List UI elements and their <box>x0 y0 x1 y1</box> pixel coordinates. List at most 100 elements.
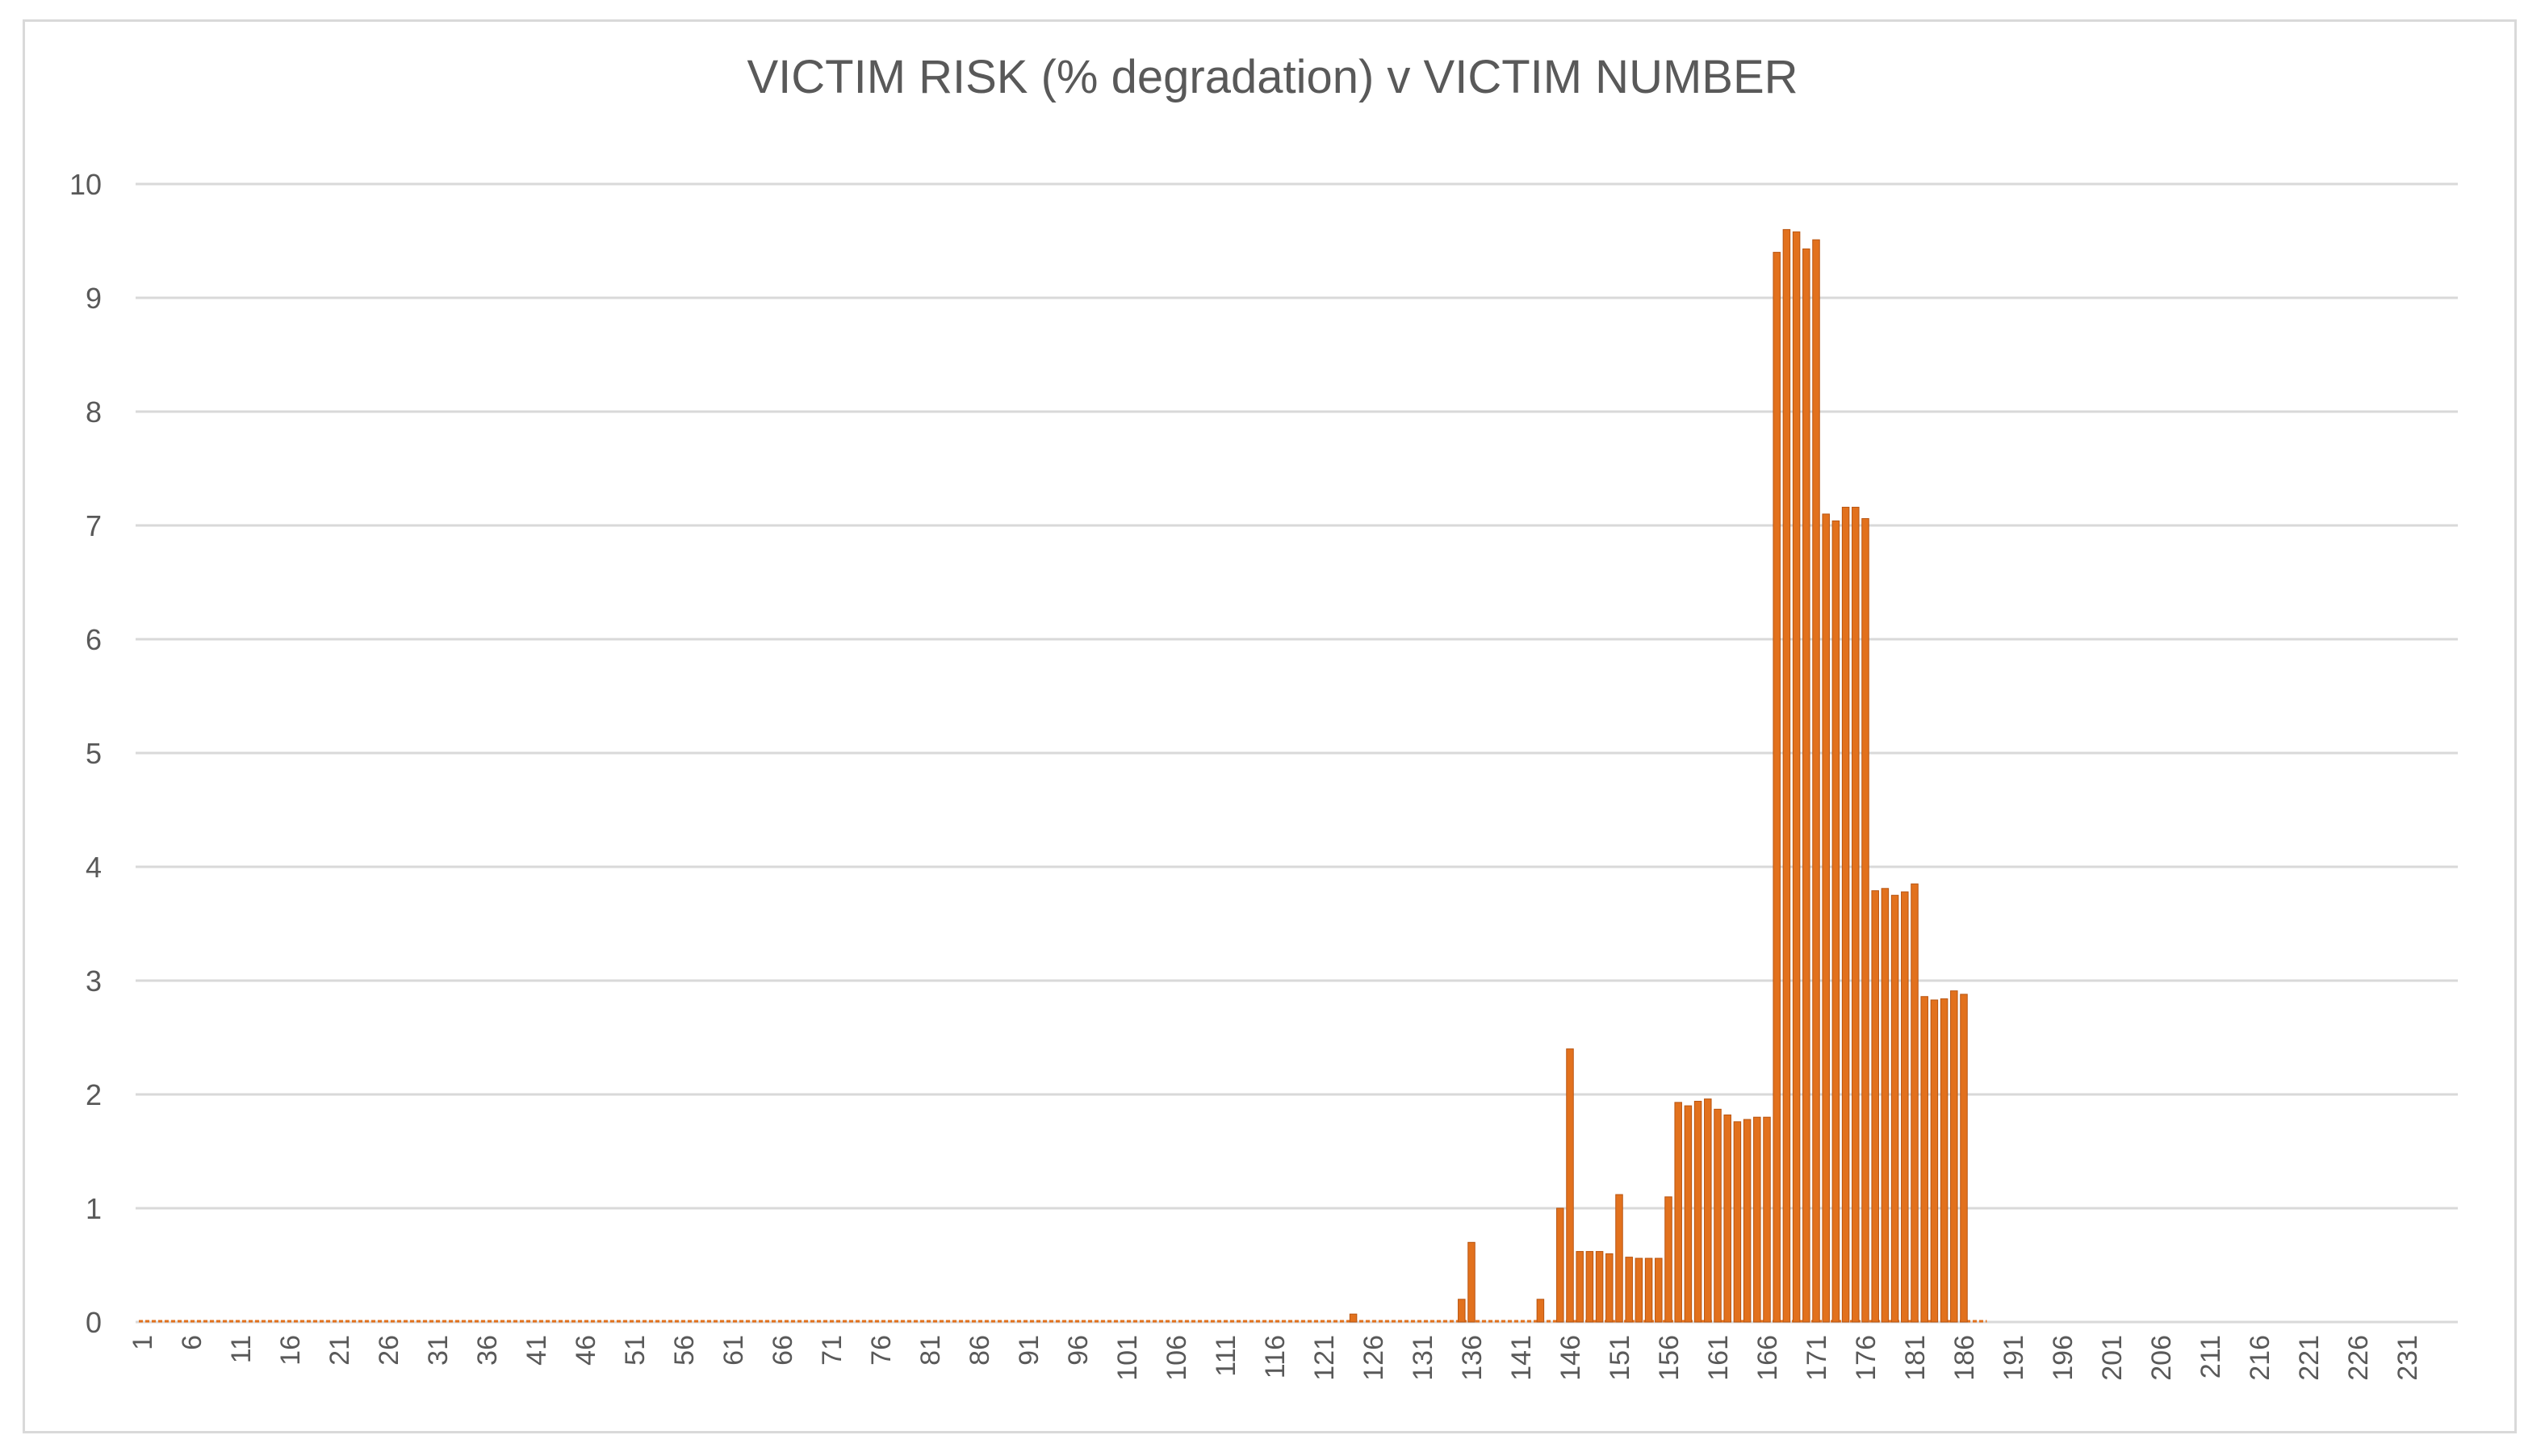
bar <box>1881 888 1890 1323</box>
bar <box>1714 1108 1722 1323</box>
chart-title: VICTIM RISK (% degradation) v VICTIM NUM… <box>747 51 1798 103</box>
x-tick-label: 16 <box>275 1335 306 1366</box>
x-tick-label: 186 <box>1949 1335 1980 1381</box>
bar <box>1684 1105 1693 1323</box>
x-tick-label: 41 <box>521 1335 552 1366</box>
x-tick-label: 21 <box>324 1335 355 1366</box>
y-tick-label: 1 <box>86 1192 102 1225</box>
bar <box>1605 1253 1614 1323</box>
bar <box>1655 1257 1663 1323</box>
y-axis-tick-labels: 0 1 2 3 4 5 6 7 8 9 10 <box>69 168 102 1339</box>
bar <box>1615 1194 1623 1323</box>
x-tick-label: 206 <box>2146 1335 2177 1381</box>
x-tick-label: 196 <box>2048 1335 2078 1381</box>
bar <box>1576 1251 1584 1323</box>
bar <box>1841 506 1850 1323</box>
x-tick-label: 146 <box>1555 1335 1586 1381</box>
bar <box>1812 239 1820 1323</box>
bar <box>1773 252 1781 1323</box>
x-tick-label: 86 <box>965 1335 995 1366</box>
bar <box>1467 1241 1476 1323</box>
y-tick-label: 10 <box>69 168 102 201</box>
x-tick-label: 101 <box>1112 1335 1143 1381</box>
y-tick-label: 2 <box>86 1078 102 1111</box>
x-tick-label: 111 <box>1211 1335 1241 1377</box>
bar <box>1792 231 1801 1323</box>
x-tick-label: 151 <box>1605 1335 1635 1381</box>
bar <box>1595 1251 1604 1323</box>
y-tick-label: 5 <box>86 737 102 770</box>
x-tick-label: 221 <box>2294 1335 2325 1381</box>
bar <box>1458 1299 1466 1323</box>
x-tick-label: 36 <box>472 1335 503 1366</box>
x-tick-label: 31 <box>423 1335 454 1366</box>
y-tick-label: 9 <box>86 282 102 315</box>
bar <box>1831 520 1840 1323</box>
x-tick-label: 81 <box>915 1335 946 1366</box>
x-tick-label: 171 <box>1802 1335 1832 1381</box>
bars <box>1349 228 1968 1323</box>
x-tick-label: 26 <box>374 1335 404 1366</box>
bar <box>1782 228 1791 1323</box>
bar <box>1960 994 1968 1323</box>
y-tick-label: 6 <box>86 623 102 656</box>
x-tick-label: 116 <box>1260 1335 1291 1379</box>
bar <box>1871 890 1879 1323</box>
x-tick-label: 76 <box>866 1335 897 1366</box>
x-tick-label: 61 <box>718 1335 749 1366</box>
bar <box>1693 1100 1702 1323</box>
bar <box>1349 1313 1358 1323</box>
x-tick-label: 141 <box>1506 1335 1537 1381</box>
x-tick-label: 91 <box>1014 1335 1044 1366</box>
bar <box>1950 990 1958 1323</box>
x-tick-label: 51 <box>620 1335 651 1366</box>
x-tick-label: 181 <box>1900 1335 1931 1381</box>
y-tick-label: 8 <box>86 395 102 429</box>
bar <box>1625 1257 1633 1323</box>
bar <box>1763 1116 1771 1323</box>
bar <box>1911 883 1919 1323</box>
bar <box>1802 248 1810 1323</box>
x-tick-label: 136 <box>1457 1335 1488 1381</box>
bar <box>1644 1257 1653 1323</box>
bar <box>1664 1196 1672 1323</box>
x-tick-label: 211 <box>2195 1335 2226 1379</box>
x-tick-label: 201 <box>2097 1335 2128 1381</box>
bar <box>1890 894 1899 1323</box>
bar <box>1940 998 1949 1323</box>
x-tick-label: 166 <box>1752 1335 1783 1381</box>
x-tick-label: 96 <box>1063 1335 1094 1366</box>
y-tick-label: 0 <box>86 1306 102 1339</box>
bar <box>1920 996 1928 1323</box>
bar <box>1536 1299 1545 1323</box>
bar <box>1743 1119 1752 1323</box>
chart-frame <box>23 19 2517 1433</box>
y-tick-label: 7 <box>86 509 102 542</box>
x-tick-label: 11 <box>226 1335 257 1363</box>
bar <box>1723 1114 1731 1323</box>
bar <box>1556 1207 1564 1323</box>
x-tick-label: 131 <box>1408 1335 1438 1381</box>
x-tick-label: 156 <box>1654 1335 1685 1381</box>
x-tick-label: 121 <box>1309 1335 1340 1381</box>
x-tick-label: 161 <box>1703 1335 1734 1381</box>
x-tick-label: 66 <box>768 1335 798 1366</box>
y-tick-label: 4 <box>86 851 102 884</box>
bar <box>1635 1257 1643 1323</box>
x-tick-label: 6 <box>177 1335 207 1350</box>
gridlines <box>136 182 2458 1324</box>
x-tick-label: 176 <box>1851 1335 1882 1381</box>
bar <box>1852 506 1860 1323</box>
x-tick-label: 126 <box>1358 1335 1389 1381</box>
bar <box>1861 518 1869 1323</box>
bar <box>1674 1102 1682 1323</box>
x-tick-label: 231 <box>2392 1335 2423 1381</box>
y-tick-label: 3 <box>86 964 102 998</box>
bar <box>1901 891 1909 1323</box>
x-axis-tick-labels: 1 6 11 16 21 26 31 36 41 46 51 56 61 66 71 76 81 86 91 96 10… <box>128 1335 2423 1381</box>
x-tick-label: 1 <box>128 1335 158 1350</box>
x-tick-label: 71 <box>817 1335 848 1366</box>
x-tick-label: 216 <box>2245 1335 2275 1381</box>
x-tick-label: 106 <box>1162 1335 1192 1381</box>
